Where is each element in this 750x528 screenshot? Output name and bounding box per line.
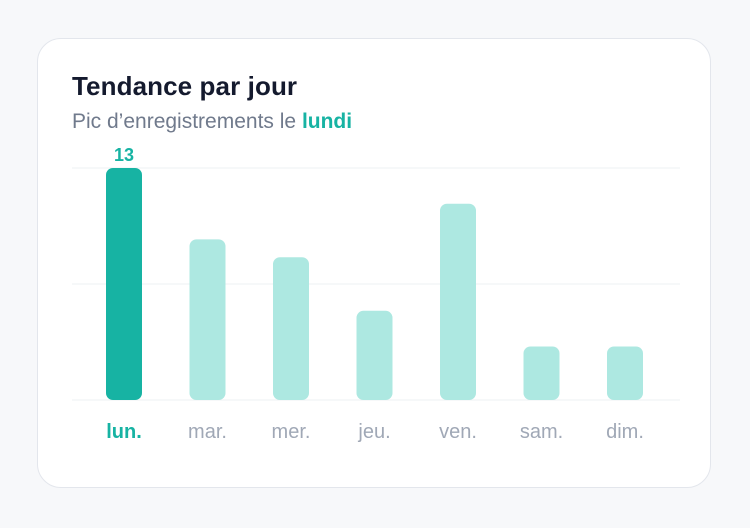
bar-mer xyxy=(273,257,309,400)
x-tick-label: mer. xyxy=(272,421,311,443)
bar-jeu xyxy=(356,310,393,400)
card-title: Tendance par jour xyxy=(72,71,298,101)
bar-dim xyxy=(607,346,643,400)
subtitle-prefix: Pic d’enregistrements le xyxy=(72,110,302,133)
bar-ven xyxy=(440,203,476,400)
bar-lun xyxy=(106,168,142,400)
x-tick-label: ven. xyxy=(439,421,477,443)
bar-sam xyxy=(523,346,560,400)
x-tick-label: dim. xyxy=(606,421,644,443)
bar-mar xyxy=(189,239,226,400)
x-tick-label: lun. xyxy=(106,421,142,443)
daily-trend-card: Tendance par jour Pic d’enregistrements … xyxy=(37,38,711,488)
card-subtitle: Pic d’enregistrements le lundi xyxy=(72,110,352,134)
bar-chart: lun. mar. mer. jeu. ven. sam. dim. 13 xyxy=(72,145,680,443)
subtitle-highlight: lundi xyxy=(301,110,353,133)
x-tick-label: mar. xyxy=(188,421,227,443)
x-tick-label: sam. xyxy=(520,421,563,443)
x-tick-label: jeu. xyxy=(357,421,390,443)
bar-value-label: 13 xyxy=(114,145,134,165)
